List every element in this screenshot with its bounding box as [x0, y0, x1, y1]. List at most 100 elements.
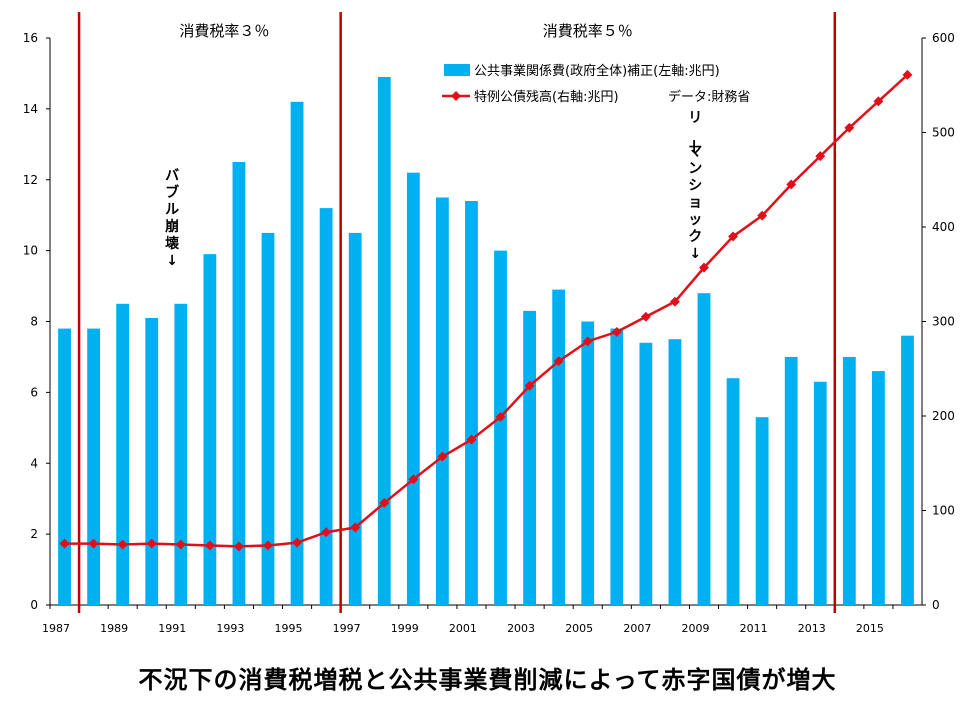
y-right-tick-label: 500: [932, 126, 955, 140]
bar: [290, 101, 304, 605]
debt-point: [292, 537, 303, 548]
x-tick-label: 1999: [391, 622, 419, 635]
bar: [377, 76, 391, 605]
debt-point: [117, 539, 128, 550]
debt-point: [233, 541, 244, 552]
debt-point: [204, 540, 215, 551]
x-tick-label: 2003: [507, 622, 535, 635]
annotation-label: リーマンショック↓: [684, 110, 702, 262]
y-left-tick-label: 16: [23, 31, 38, 45]
chart: 0 2 4 6 8 10 12 14 16 0 100 200 300 400 500 600 1987 1989…: [23, 12, 955, 635]
x-tick-label: 1997: [333, 622, 361, 635]
bar: [203, 254, 217, 605]
bar: [348, 232, 362, 605]
period-label: 消費税率５％: [543, 22, 633, 40]
debt-point: [669, 296, 680, 307]
debt-point: [466, 434, 477, 445]
legend-source: データ:財務省: [668, 89, 750, 105]
x-tick-label: 1995: [275, 622, 303, 635]
debt-point: [582, 336, 593, 347]
chart-caption: 不況下の消費税増税と公共事業費削減によって赤字国債が増大: [138, 666, 837, 694]
x-tick-label: 2013: [798, 622, 826, 635]
y-left-tick-label: 6: [30, 385, 38, 399]
y-left-tick-label: 10: [23, 244, 38, 258]
debt-point: [408, 474, 419, 485]
bar: [552, 289, 566, 605]
y-left-tick-label: 4: [30, 456, 38, 470]
legend-bar-label: 公共事業関係費(政府全体)補正(左軸:兆円): [474, 63, 720, 79]
bar: [901, 335, 914, 605]
legend-line-marker: [451, 91, 461, 101]
bar: [87, 328, 100, 605]
debt-point: [175, 539, 186, 550]
legend-line-label: 特例公債残高(右軸:兆円): [474, 89, 619, 105]
x-tick-label: 2011: [740, 622, 768, 635]
debt-point: [59, 538, 70, 549]
debt-point: [321, 527, 332, 538]
bar: [755, 417, 769, 605]
bar: [494, 250, 507, 605]
bar: [639, 342, 653, 605]
bar: [842, 356, 856, 605]
x-tick-label: 2005: [565, 622, 593, 635]
debt-point: [553, 356, 564, 367]
bar: [58, 328, 71, 605]
debt-point: [786, 179, 797, 190]
debt-point: [495, 411, 506, 422]
y-right-tick-label: 0: [932, 598, 940, 612]
y-right-tick-label: 400: [932, 220, 955, 234]
debt-point: [699, 262, 709, 273]
x-tick-label: 1987: [42, 622, 70, 635]
period-label: 消費税率３％: [179, 22, 269, 40]
debt-point: [88, 538, 99, 549]
x-tick-label: 2001: [449, 622, 477, 635]
bar: [174, 303, 188, 605]
y-right-tick-label: 200: [932, 409, 955, 423]
debt-point: [350, 522, 361, 533]
legend-bar-swatch: [444, 64, 470, 76]
y-left-tick-label: 14: [23, 102, 38, 116]
x-tick-label: 2009: [681, 622, 709, 635]
bar: [726, 378, 740, 605]
y-left-tick-label: 12: [23, 173, 38, 187]
debt-point: [263, 540, 273, 551]
debt-point: [379, 497, 390, 508]
x-tick-label: 1991: [158, 622, 186, 635]
debt-point: [844, 122, 855, 133]
x-tick-label: 1989: [100, 622, 128, 635]
bar: [697, 293, 711, 605]
x-tick-label: 2015: [856, 622, 884, 635]
debt-line: [64, 73, 909, 548]
debt-point: [728, 231, 739, 242]
y-left-tick-label: 0: [30, 598, 38, 612]
bar: [436, 197, 449, 605]
bar: [232, 162, 246, 605]
bar: [784, 356, 798, 605]
x-tick-label: 2007: [623, 622, 651, 635]
y-left-tick-label: 2: [30, 527, 38, 541]
x-tick-label: 1993: [216, 622, 244, 635]
bar: [523, 310, 536, 605]
debt-point: [902, 69, 913, 80]
bar: [116, 303, 130, 605]
debt-point: [873, 96, 884, 107]
y-right-tick-label: 100: [932, 504, 955, 518]
debt-point: [524, 380, 535, 391]
y-right-tick-label: 600: [932, 31, 955, 45]
bar: [813, 381, 827, 605]
bar: [465, 201, 478, 605]
y-left-tick-label: 8: [30, 315, 38, 329]
bar: [610, 328, 624, 605]
debt-point: [815, 151, 826, 162]
bar: [872, 371, 885, 605]
debt-point: [437, 451, 448, 462]
bar: [145, 317, 159, 605]
annotation-label: バブル崩壊↓: [165, 168, 180, 269]
debt-point: [757, 210, 768, 221]
bar: [406, 172, 420, 605]
bar: [668, 339, 682, 605]
bar: [581, 321, 595, 605]
debt-point: [640, 311, 651, 322]
bar: [319, 208, 333, 605]
y-right-tick-label: 300: [932, 315, 955, 329]
